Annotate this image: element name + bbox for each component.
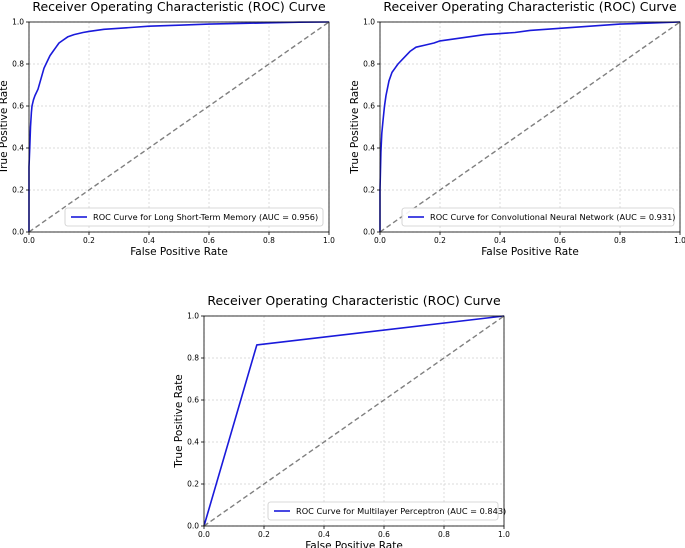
roc-curve-line [379, 21, 681, 232]
y-tick-label: 0.8 [363, 60, 375, 69]
y-tick-label: 0.4 [12, 144, 24, 153]
roc-chart-2: 0.0 0.2 0.4 0.6 0.8 1.0 0.0 0.2 0.4 0.6 0.8 1.0 Rece… [349, 0, 685, 258]
x-tick-label: 0.4 [143, 236, 155, 245]
y-tick-label: 1.0 [12, 18, 24, 27]
y-tick-label: 0.0 [363, 228, 375, 237]
x-tick-label: 0.8 [263, 236, 275, 245]
legend-box [267, 501, 499, 521]
x-tick-label: 0.8 [438, 530, 450, 539]
y-tick-label: 0.0 [12, 228, 24, 237]
chance-diagonal-line [28, 21, 330, 233]
chart-title: Receiver Operating Characteristic (ROC) … [32, 0, 326, 14]
chance-diagonal-line [379, 21, 681, 233]
y-axis-label: True Positive Rate [173, 374, 185, 469]
y-tick-label: 0.8 [187, 354, 199, 363]
legend-box [64, 207, 324, 227]
plot-area [204, 316, 504, 526]
y-axis-label: True Positive Rate [0, 80, 10, 175]
y-tick-label: 0.0 [187, 522, 199, 531]
y-tick-label: 0.2 [12, 186, 24, 195]
axes-frame [28, 21, 330, 233]
x-tick-label: 0.6 [554, 236, 566, 245]
x-tick-label: 0.0 [374, 236, 386, 245]
legend: ROC Curve for Convolutional Neural Netwo… [401, 207, 676, 227]
plot-area [29, 22, 329, 232]
x-tick-label: 0.6 [378, 530, 390, 539]
y-tick-label: 0.6 [363, 102, 375, 111]
x-tick-label: 0.6 [203, 236, 215, 245]
x-tick-label: 1.0 [674, 236, 685, 245]
legend-label: ROC Curve for Long Short-Term Memory (AU… [93, 212, 318, 222]
x-tick-label: 0.2 [83, 236, 95, 245]
y-tick-label: 0.4 [187, 438, 199, 447]
x-tick-label: 0.2 [258, 530, 270, 539]
x-tick-label: 0.2 [434, 236, 446, 245]
x-axis-label: False Positive Rate [130, 246, 228, 258]
y-tick-label: 0.6 [12, 102, 24, 111]
chart-title: Receiver Operating Characteristic (ROC) … [207, 293, 501, 308]
axes-frame [379, 21, 681, 233]
legend: ROC Curve for Long Short-Term Memory (AU… [64, 207, 324, 227]
y-tick-label: 0.2 [363, 186, 375, 195]
roc-curve-line [28, 21, 330, 232]
x-axis-label: False Positive Rate [305, 540, 403, 548]
y-tick-label: 0.2 [187, 480, 199, 489]
x-tick-label: 0.4 [494, 236, 506, 245]
legend-box [401, 207, 675, 227]
y-axis-label: True Positive Rate [349, 80, 361, 175]
axes-frame [203, 315, 505, 527]
chance-diagonal-line [203, 315, 505, 527]
legend-label: ROC Curve for Convolutional Neural Netwo… [430, 212, 676, 222]
chart-title: Receiver Operating Characteristic (ROC) … [383, 0, 677, 14]
y-tick-label: 0.6 [187, 396, 199, 405]
x-tick-label: 0.0 [198, 530, 210, 539]
x-tick-label: 0.8 [614, 236, 626, 245]
legend: ROC Curve for Multilayer Perceptron (AUC… [267, 501, 506, 521]
y-tick-label: 0.4 [363, 144, 375, 153]
x-tick-label: 1.0 [498, 530, 510, 539]
x-axis-label: False Positive Rate [481, 246, 579, 258]
x-tick-label: 0.4 [318, 530, 330, 539]
roc-chart-3: 0.0 0.2 0.4 0.6 0.8 1.0 0.0 0.2 0.4 0.6 0.8 1.0 Rece… [173, 293, 510, 548]
plot-area [380, 22, 680, 232]
x-tick-label: 0.0 [23, 236, 35, 245]
legend-label: ROC Curve for Multilayer Perceptron (AUC… [296, 506, 506, 516]
y-tick-label: 1.0 [187, 312, 199, 321]
y-tick-label: 1.0 [363, 18, 375, 27]
roc-curve-line [203, 315, 505, 527]
x-tick-label: 1.0 [323, 236, 335, 245]
roc-chart-1: 0.0 0.2 0.4 0.6 0.8 1.0 0.0 0.2 0.4 0.6 0.8 1.0 Rece… [0, 0, 335, 258]
y-tick-label: 0.8 [12, 60, 24, 69]
